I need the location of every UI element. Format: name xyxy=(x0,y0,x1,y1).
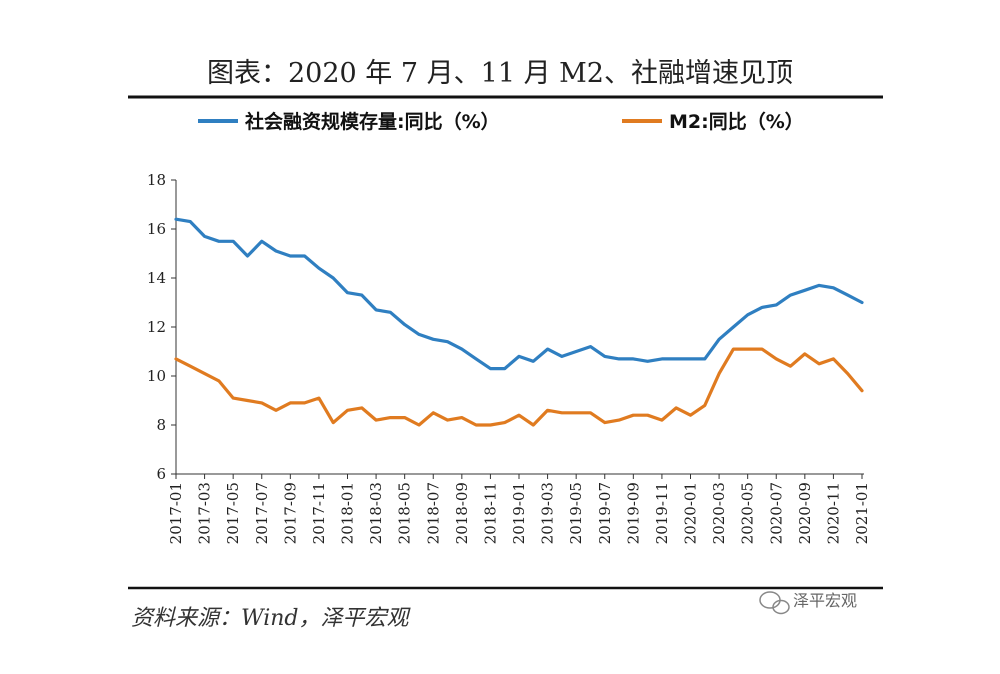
x-tick-label: 2018-01 xyxy=(339,482,357,544)
chart-title: 图表：2020 年 7 月、11 月 M2、社融增速见顶 xyxy=(207,58,793,89)
x-tick-label: 2018-09 xyxy=(453,482,471,544)
x-tick-label: 2019-03 xyxy=(539,482,557,544)
x-tick-label: 2018-11 xyxy=(481,482,499,544)
y-tick-label: 16 xyxy=(147,220,166,238)
x-tick-label: 2020-09 xyxy=(796,482,814,544)
x-tick-label: 2018-05 xyxy=(396,482,414,544)
watermark: 泽平宏观 xyxy=(759,591,857,615)
series-line-1 xyxy=(174,217,864,371)
x-tick-label: 2020-05 xyxy=(739,482,757,544)
wechat-icon xyxy=(759,591,790,615)
x-tick-label: 2017-11 xyxy=(310,482,328,544)
x-tick-label: 2017-03 xyxy=(196,482,214,544)
x-tick-label: 2019-11 xyxy=(653,482,671,544)
y-tick-label: 10 xyxy=(147,367,166,385)
x-tick-label: 2020-03 xyxy=(710,482,728,544)
x-tick-label: 2018-03 xyxy=(367,482,385,544)
x-tick-label: 2020-11 xyxy=(824,482,842,544)
x-tick-label: 2017-01 xyxy=(167,482,185,544)
y-tick-label: 8 xyxy=(156,416,166,434)
x-tick-label: 2021-01 xyxy=(853,482,871,544)
plot-area xyxy=(174,217,864,427)
x-tick-label: 2017-05 xyxy=(224,482,242,544)
x-tick-label: 2019-05 xyxy=(567,482,585,544)
legend: 社会融资规模存量:同比（%） M2:同比（%） xyxy=(198,110,804,133)
series-line-2 xyxy=(174,347,864,427)
x-tick-label: 2020-01 xyxy=(682,482,700,544)
source-note: 资料来源：Wind，泽平宏观 xyxy=(131,606,412,631)
x-tick-label: 2019-09 xyxy=(624,482,642,544)
y-tick-label: 14 xyxy=(147,269,166,287)
legend-label-series2: M2:同比（%） xyxy=(669,110,804,133)
x-tick-label: 2017-09 xyxy=(281,482,299,544)
x-tick-label: 2017-07 xyxy=(253,482,271,544)
axes: 6 8 10 12 14 16 18 2017-01 2017-03 2017-05 2017-07… xyxy=(147,171,871,544)
legend-label-series1: 社会融资规模存量:同比（%） xyxy=(244,110,500,133)
y-tick-label: 6 xyxy=(156,465,166,483)
x-tick-label: 2018-07 xyxy=(424,482,442,544)
y-tick-label: 12 xyxy=(147,318,166,336)
x-tick-label: 2020-07 xyxy=(767,482,785,544)
y-tick-label: 18 xyxy=(147,171,166,189)
watermark-text: 泽平宏观 xyxy=(793,591,857,610)
x-tick-label: 2019-01 xyxy=(510,482,528,544)
x-tick-label: 2019-07 xyxy=(596,482,614,544)
